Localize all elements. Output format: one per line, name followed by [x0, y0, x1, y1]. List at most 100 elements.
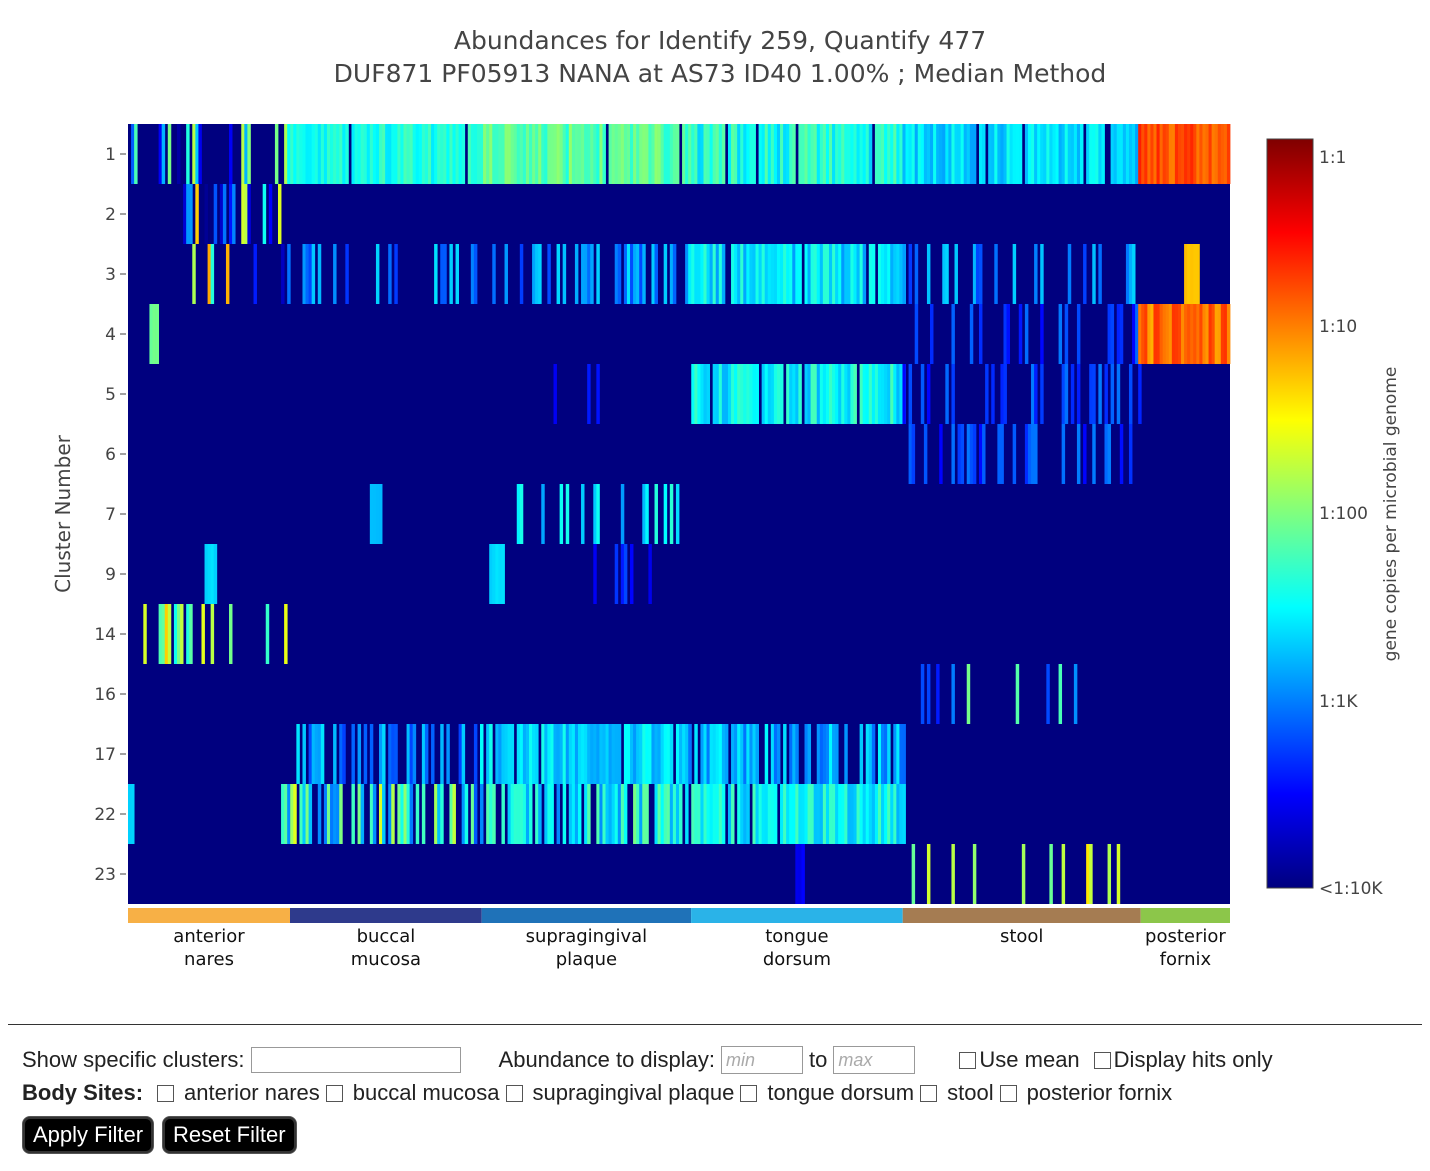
heatmap-cell — [262, 184, 267, 244]
heatmap-cell — [593, 544, 597, 604]
body-site-option-stool[interactable]: stool — [920, 1080, 994, 1106]
heatmap-cell — [731, 244, 735, 304]
min-input[interactable] — [721, 1046, 804, 1074]
body-site-label: posterior — [1145, 926, 1226, 947]
heatmap-cell — [896, 784, 900, 844]
heatmap-cell — [1177, 304, 1182, 364]
body-site-option-tongue-dorsum[interactable]: tongue dorsum — [740, 1080, 914, 1106]
body-site-option-buccal-mucosa[interactable]: buccal mucosa — [325, 1080, 500, 1106]
heatmap-cell — [669, 784, 674, 844]
heatmap-cell — [786, 124, 790, 184]
body-site-checkbox[interactable] — [740, 1084, 758, 1102]
heatmap-cell — [1064, 364, 1069, 424]
heatmap-cell — [868, 124, 873, 184]
heatmap-cell — [1159, 304, 1164, 364]
heatmap-cell — [810, 124, 815, 184]
heatmap-cell — [513, 784, 518, 844]
heatmap-cell — [372, 124, 377, 184]
heatmap-cell — [740, 724, 744, 784]
heatmap-cell — [1086, 124, 1090, 184]
heatmap-cell — [611, 724, 616, 784]
heatmap-cell — [734, 124, 738, 184]
heatmap-cell — [516, 784, 521, 844]
body-site-option-posterior-fornix[interactable]: posterior fornix — [999, 1080, 1173, 1106]
heatmap-cell — [700, 784, 704, 844]
body-site-checkbox[interactable] — [505, 1084, 523, 1102]
body-site-checkbox[interactable] — [999, 1084, 1017, 1102]
heatmap-cell — [780, 244, 784, 304]
heatmap-cell — [314, 724, 319, 784]
body-site-checkbox[interactable] — [157, 1084, 175, 1102]
body-site-label: buccal mucosa — [352, 1080, 500, 1105]
heatmap-cell — [532, 724, 536, 784]
heatmap-cell — [1184, 244, 1188, 304]
heatmap-cell — [385, 124, 389, 184]
heatmap-cell — [639, 784, 643, 844]
body-site-label: posterior fornix — [1026, 1080, 1173, 1105]
body-site-option-anterior-nares[interactable]: anterior nares — [157, 1080, 320, 1106]
heatmap-cell — [409, 124, 414, 184]
heatmap-cell — [706, 364, 711, 424]
heatmap-cell — [633, 784, 637, 844]
heatmap-cell — [706, 124, 711, 184]
hits-only-option[interactable]: Display hits only — [1093, 1047, 1273, 1073]
heatmap-cell — [440, 724, 444, 784]
heatmap-cell — [519, 244, 524, 304]
heatmap-cell — [437, 124, 441, 184]
heatmap-cell — [382, 124, 386, 184]
heatmap-cell — [752, 124, 756, 184]
heatmap-cell — [884, 784, 888, 844]
heatmap-cell — [1064, 124, 1069, 184]
heatmap-cell — [969, 124, 974, 184]
colorbar-tick-label: 1:100 — [1319, 504, 1368, 524]
heatmap-cell — [731, 724, 735, 784]
max-input[interactable] — [833, 1046, 916, 1074]
heatmap-cell — [1223, 124, 1228, 184]
body-site-option-supragingival-plaque[interactable]: supragingival plaque — [505, 1080, 734, 1106]
heatmap-cells — [128, 124, 1231, 904]
heatmap-cell — [339, 784, 343, 844]
heatmap-cell — [828, 724, 833, 784]
clusters-input[interactable] — [250, 1047, 461, 1073]
heatmap-cell — [492, 124, 496, 184]
heatmap-cell — [379, 484, 383, 544]
abundance-label: Abundance to display: — [498, 1047, 716, 1072]
heatmap-cell — [896, 364, 900, 424]
heatmap-cell — [158, 604, 163, 664]
heatmap-cell — [207, 244, 212, 304]
heatmap-cell — [195, 124, 199, 184]
heatmap-cell — [333, 244, 337, 304]
heatmap-cell — [724, 364, 729, 424]
heatmap-cell — [825, 364, 830, 424]
heatmap-cell — [339, 124, 343, 184]
heatmap-cell — [455, 124, 459, 184]
body-site-checkbox[interactable] — [325, 1084, 343, 1102]
heatmap-cell — [394, 124, 398, 184]
heatmap-cell — [1141, 304, 1145, 364]
heatmap-cell — [1101, 124, 1105, 184]
heatmap-cell — [437, 784, 441, 844]
heatmap-cell — [737, 724, 741, 784]
heatmap-cell — [712, 244, 717, 304]
heatmap-cell — [758, 784, 763, 844]
heatmap-cell — [1055, 124, 1059, 184]
heatmap-cell — [813, 364, 818, 424]
apply-filter-button[interactable]: Apply Filter — [22, 1116, 155, 1154]
heatmap-cell — [1061, 844, 1066, 904]
heatmap-cell — [957, 124, 962, 184]
heatmap-cell — [859, 244, 864, 304]
heatmap-cell — [700, 124, 704, 184]
heatmap-cell — [706, 784, 711, 844]
use-mean-checkbox[interactable] — [959, 1051, 977, 1069]
heatmap-cell — [559, 724, 564, 784]
heatmap-cell — [657, 784, 662, 844]
heatmap-cell — [525, 784, 530, 844]
heatmap-cell — [265, 604, 270, 664]
body-site-checkbox[interactable] — [920, 1084, 938, 1102]
hits-only-checkbox[interactable] — [1093, 1051, 1111, 1069]
heatmap-cell — [721, 784, 726, 844]
use-mean-option[interactable]: Use mean — [959, 1047, 1080, 1073]
heatmap-cell — [1037, 124, 1041, 184]
heatmap-cell — [587, 784, 591, 844]
reset-filter-button[interactable]: Reset Filter — [162, 1116, 297, 1154]
